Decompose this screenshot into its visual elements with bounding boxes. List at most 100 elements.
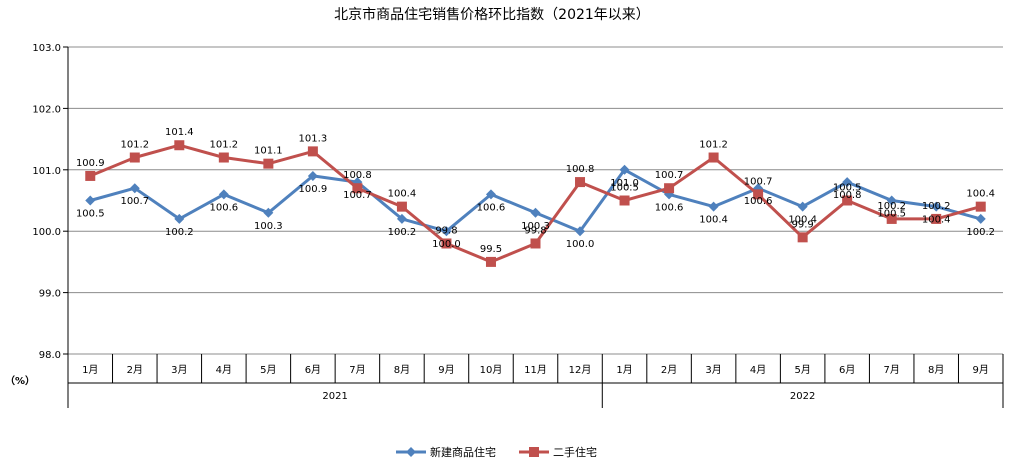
x-tick-label: 7月	[884, 364, 900, 376]
data-label: 100.4	[388, 189, 417, 200]
legend-label: 新建商品住宅	[430, 445, 496, 459]
x-tick-label: 4月	[216, 364, 232, 376]
data-point	[263, 158, 274, 169]
data-point	[307, 170, 318, 181]
data-label: 100.5	[833, 183, 862, 194]
x-tick-label: 7月	[349, 364, 365, 376]
data-label: 100.7	[343, 190, 372, 201]
data-point	[530, 238, 541, 249]
data-label: 99.9	[792, 219, 814, 230]
x-tick-label: 3月	[171, 364, 187, 376]
x-tick-label: 9月	[973, 364, 989, 376]
data-point	[842, 177, 853, 188]
data-label: 100.2	[877, 201, 906, 212]
x-tick-label: 3月	[705, 364, 721, 376]
data-point	[619, 195, 630, 206]
x-tick-label: 4月	[750, 364, 766, 376]
data-label: 100.8	[566, 164, 595, 175]
data-point	[575, 226, 586, 237]
data-label: 100.6	[477, 202, 506, 213]
data-label: 101.2	[210, 140, 239, 151]
x-tick-label: 5月	[260, 364, 276, 376]
x-tick-label: 10月	[480, 364, 503, 376]
data-point	[708, 201, 719, 212]
data-label: 101.2	[699, 140, 728, 151]
data-label: 100.6	[744, 196, 773, 207]
x-group-label: 2021	[322, 391, 347, 402]
data-label: 101.2	[120, 140, 149, 151]
legend-marker	[406, 447, 416, 457]
data-label: 100.3	[254, 221, 283, 232]
x-tick-label: 2月	[127, 364, 143, 376]
data-label: 100.4	[699, 215, 728, 226]
data-point	[174, 140, 185, 151]
y-tick-label: 101.0	[32, 166, 61, 177]
data-series	[85, 140, 986, 267]
data-point	[441, 238, 452, 249]
data-point	[975, 213, 986, 224]
x-tick-label: 5月	[794, 364, 810, 376]
data-point	[931, 213, 942, 224]
data-point	[886, 195, 897, 206]
y-tick-label: 99.0	[39, 289, 61, 300]
data-label: 101.1	[254, 146, 283, 157]
data-point	[530, 207, 541, 218]
data-point	[263, 207, 274, 218]
data-point	[307, 146, 318, 157]
data-label: 99.8	[435, 225, 457, 236]
data-point	[352, 183, 363, 194]
data-label: 101.4	[165, 127, 194, 138]
y-tick-label: 103.0	[32, 43, 61, 54]
data-point	[886, 213, 897, 224]
data-label: 100.0	[566, 239, 595, 250]
data-point	[441, 226, 452, 237]
data-label: 99.5	[480, 244, 502, 255]
data-point	[485, 189, 496, 200]
grid-lines	[68, 46, 1003, 355]
data-point	[129, 183, 140, 194]
data-point	[129, 152, 140, 163]
data-point	[753, 189, 764, 200]
x-tick-label: 8月	[394, 364, 410, 376]
data-point	[931, 201, 942, 212]
data-label: 100.9	[76, 158, 105, 169]
data-label: 100.5	[877, 209, 906, 220]
x-tick-label: 1月	[616, 364, 632, 376]
data-label: 100.8	[343, 170, 372, 181]
data-point	[664, 183, 675, 194]
data-point	[842, 195, 853, 206]
data-labels: 100.5 100.7 100.2 100.6 100.3 100.9 100.7 100.2…	[76, 127, 995, 255]
data-label: 100.5	[76, 209, 105, 220]
data-point	[396, 201, 407, 212]
chart-title: 北京市商品住宅销售价格环比指数（2021年以来）	[334, 6, 650, 23]
data-label: 100.5	[610, 183, 639, 194]
data-point	[575, 177, 586, 188]
data-label: 100.2	[922, 201, 951, 212]
legend-marker	[529, 447, 539, 457]
data-point	[396, 213, 407, 224]
data-label: 100.6	[210, 202, 239, 213]
data-point	[708, 152, 719, 163]
x-tick-label: 1月	[82, 364, 98, 376]
data-point	[619, 164, 630, 175]
legend: 新建商品住宅 二手住宅	[396, 445, 597, 459]
x-group-label: 2022	[790, 391, 815, 402]
x-tick-label: 6月	[305, 364, 321, 376]
y-tick-label: 98.0	[39, 350, 61, 361]
data-label: 101.3	[299, 133, 328, 144]
data-label: 100.0	[432, 239, 461, 250]
data-label: 100.2	[165, 227, 194, 238]
data-label: 100.7	[655, 170, 684, 181]
x-tick-label: 12月	[569, 364, 592, 376]
data-label: 101.0	[610, 178, 639, 189]
data-label: 100.9	[299, 184, 328, 195]
legend-label: 二手住宅	[553, 445, 597, 459]
data-point	[85, 195, 96, 206]
data-point	[218, 152, 229, 163]
data-label: 100.4	[788, 215, 817, 226]
data-point	[174, 213, 185, 224]
x-tick-label: 8月	[928, 364, 944, 376]
data-label: 100.4	[922, 215, 951, 226]
data-label: 100.7	[120, 196, 149, 207]
